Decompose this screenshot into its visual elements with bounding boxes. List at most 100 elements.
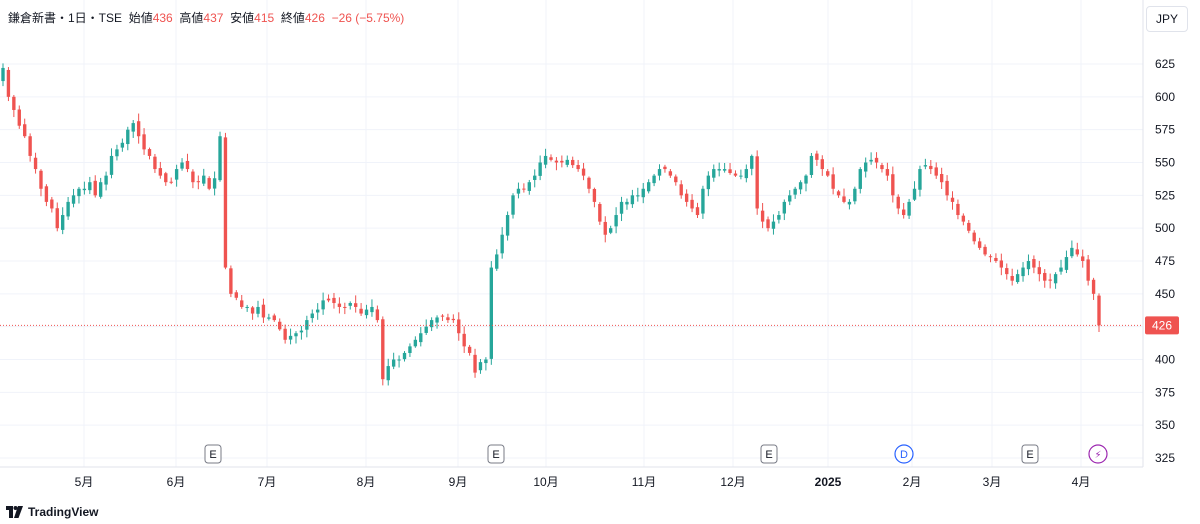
candle-body [353, 303, 358, 307]
candle-body [712, 169, 716, 178]
y-tick-label: 525 [1155, 188, 1175, 202]
last-price-label: 426 [1152, 318, 1172, 332]
chart-grid [0, 0, 1143, 467]
candle-body [435, 317, 439, 323]
candle-body [755, 156, 759, 209]
candle-body [164, 173, 168, 183]
candle-body [739, 175, 743, 177]
candle-body [646, 182, 651, 192]
candle-body [202, 175, 206, 184]
candle-body [223, 137, 228, 268]
candle-body [240, 300, 244, 307]
x-tick-label: 12月 [720, 475, 745, 489]
candle-body [359, 308, 363, 314]
candle-body [891, 174, 895, 196]
candle-body [451, 318, 456, 321]
candle-body [446, 317, 450, 321]
y-axis: 325 350 375 400 450 475 500 525 550 575 600 625 [1155, 57, 1175, 465]
candle-body [695, 207, 700, 216]
tradingview-brand[interactable]: TradingView [6, 505, 98, 519]
y-tick-label: 500 [1155, 221, 1175, 235]
x-tick-label: 2月 [903, 475, 922, 489]
candle-body [912, 188, 917, 200]
candle-body [39, 170, 43, 189]
candle-body [869, 159, 873, 162]
dividend-marker [894, 444, 914, 464]
candle-body [17, 109, 21, 126]
earnings-marker [204, 444, 222, 464]
candle-body [798, 182, 803, 190]
legend-open-label: 始値 [128, 11, 153, 25]
candle-body [147, 149, 152, 156]
candles-layer [1, 63, 1101, 386]
candle-body [33, 157, 38, 170]
candle-body [261, 304, 266, 318]
candle-body [717, 169, 721, 171]
candle-body [495, 254, 499, 269]
candle-body [131, 123, 135, 132]
candle-body [174, 169, 179, 180]
candle-body [191, 171, 195, 183]
candle-body [484, 359, 488, 364]
candle-body [413, 339, 418, 347]
candle-body [842, 196, 846, 202]
candle-body [348, 303, 352, 306]
candle-body [614, 215, 618, 227]
candle-body [625, 201, 629, 205]
candle-body [592, 188, 597, 202]
candle-body [918, 169, 922, 190]
y-tick-label: 600 [1155, 90, 1175, 104]
candle-body [1081, 256, 1085, 261]
y-tick-label: 325 [1155, 451, 1175, 465]
candle-body [549, 157, 553, 160]
candle-body [337, 303, 342, 307]
candle-body [245, 306, 249, 308]
candle-body [489, 267, 493, 359]
candle-body [820, 159, 824, 170]
candle-body [77, 188, 81, 197]
dividend-marker-label: D [900, 449, 908, 461]
earnings-marker-label: E [492, 449, 499, 461]
candle-body [316, 309, 320, 313]
candle-body [207, 178, 211, 189]
earnings-marker [760, 444, 778, 464]
candle-body [169, 181, 173, 183]
candle-body [294, 333, 298, 337]
candle-body [701, 188, 705, 214]
candle-body [120, 142, 125, 148]
candle-body [771, 221, 776, 229]
candle-body [885, 169, 890, 176]
x-tick-label: 11月 [632, 475, 656, 489]
candle-body [272, 315, 276, 321]
candle-body [1091, 279, 1096, 294]
candle-body [180, 162, 184, 169]
candle-body [1043, 272, 1047, 281]
legend-symbol: 鎌倉新書・1日・TSE [8, 11, 123, 25]
candle-body [511, 195, 515, 215]
candle-body [565, 159, 569, 165]
y-tick-label: 450 [1155, 287, 1175, 301]
candle-body [1064, 257, 1069, 270]
candle-body [826, 171, 830, 176]
candle-body [836, 191, 841, 196]
candle-body [587, 177, 591, 189]
candle-body [809, 155, 814, 175]
currency-button[interactable]: JPY [1146, 6, 1188, 32]
x-tick-label: 8月 [357, 475, 376, 489]
candle-body [142, 134, 146, 150]
tradingview-logo-icon [6, 506, 23, 518]
legend-change: −26 (−5.75%) [331, 11, 405, 25]
candle-body [874, 157, 879, 163]
candle-body [386, 366, 390, 381]
candle-body [1086, 259, 1090, 281]
y-tick-label: 400 [1155, 353, 1175, 367]
candle-body [576, 165, 580, 170]
candle-body [1032, 259, 1036, 268]
candle-body [321, 300, 325, 310]
candle-body [733, 173, 738, 176]
candle-body [381, 319, 385, 380]
candle-body [663, 166, 667, 170]
candle-body [679, 184, 683, 196]
candle-body [28, 136, 32, 156]
